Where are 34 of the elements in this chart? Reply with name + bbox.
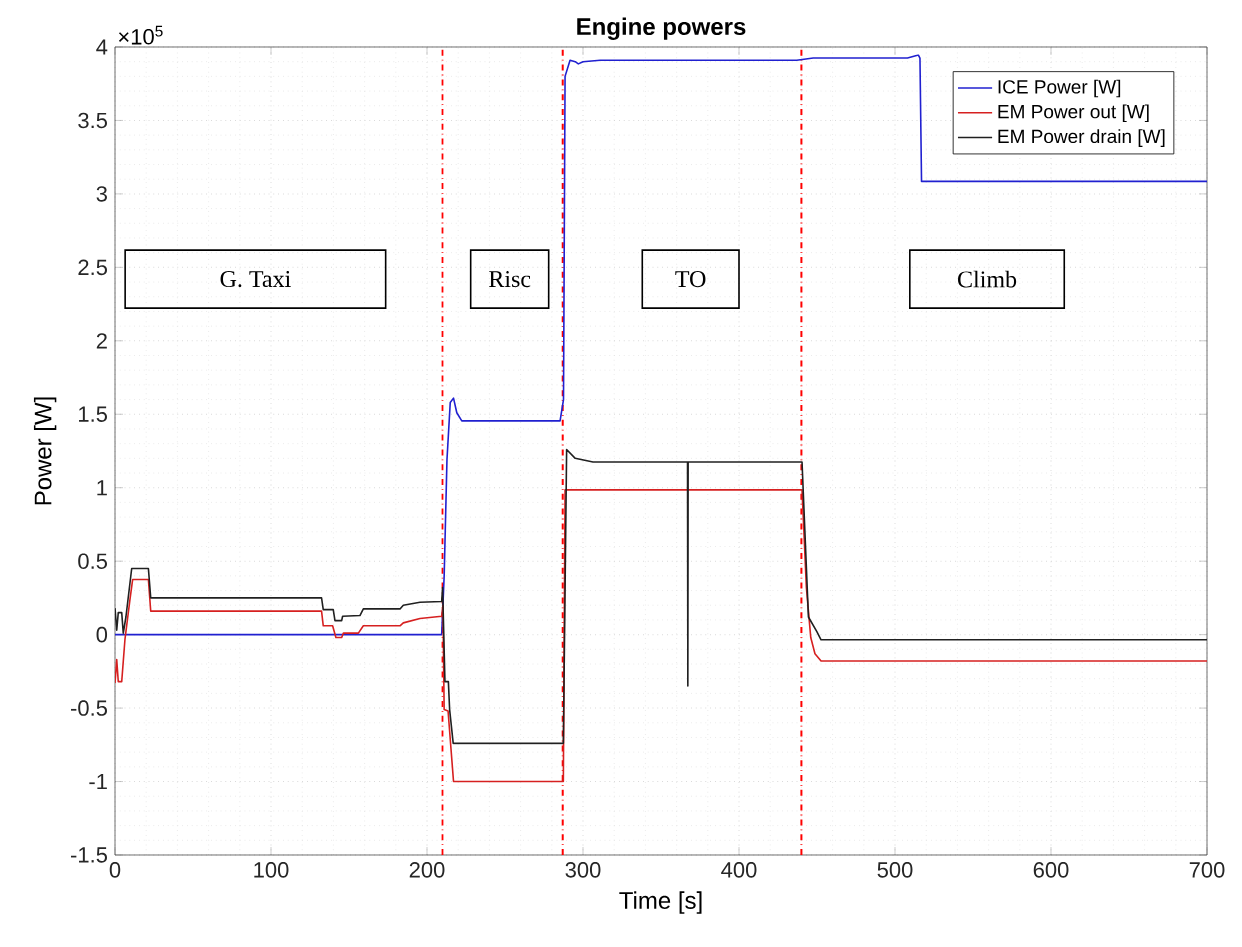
y-tick-label: 0.5 (78, 553, 107, 569)
annotation: TO (675, 271, 706, 288)
y-tick-label: -1.5 (71, 847, 107, 863)
x-axis-title: Time [s] (619, 891, 702, 914)
annotation: Risc (489, 271, 531, 288)
x-tick-label: 100 (254, 862, 289, 878)
legend-label: EM Power drain [W] (998, 129, 1165, 147)
x-tick-label: 200 (409, 862, 445, 878)
y-tick-label: 1 (97, 480, 107, 496)
legend-label: EM Power out [W] (998, 104, 1149, 123)
x-tick-label: 0 (109, 862, 121, 878)
x-tick-label: 400 (721, 862, 757, 878)
y-axis-title: Power [W] (33, 397, 57, 505)
line-series (115, 489, 1207, 783)
line-series (115, 448, 1207, 745)
y-tick-label: -0.5 (71, 700, 107, 716)
y-tick-label: 4 (96, 39, 108, 55)
annotation: Climb (958, 270, 1017, 288)
y-tick-label: 0 (96, 626, 108, 643)
x-tick-label: 700 (1189, 862, 1225, 878)
y-tick-label: -1 (89, 773, 107, 790)
y-tick-label: 2.5 (78, 259, 107, 276)
y-tick-label: 3 (96, 186, 107, 202)
x-tick-label: 600 (1033, 862, 1069, 878)
text: ×10$^{5}$ (118, 25, 163, 45)
legend-label: ICE Power [W] (998, 79, 1121, 98)
line-series (115, 54, 1207, 636)
annotation: G. Taxi (220, 270, 291, 288)
y-tick-label: 1.5 (79, 406, 107, 422)
x-tick-label: 300 (565, 862, 601, 878)
y-tick-label: 3.5 (78, 112, 107, 129)
chart-title: Engine powers (577, 17, 746, 40)
x-tick-label: 500 (877, 862, 913, 878)
y-tick-label: 2 (96, 333, 107, 349)
